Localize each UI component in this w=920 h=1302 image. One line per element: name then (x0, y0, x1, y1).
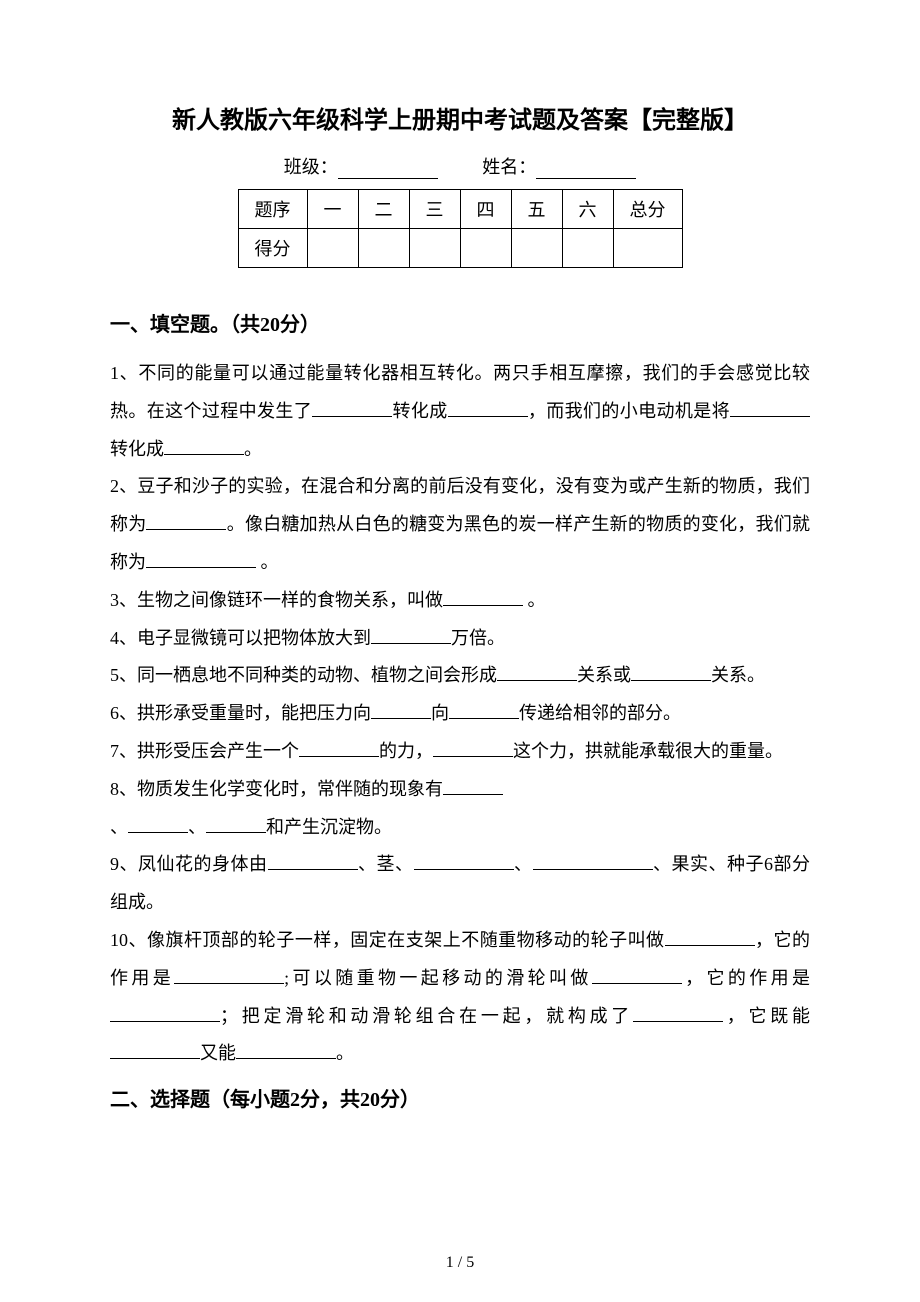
table-cell: 五 (511, 190, 562, 229)
question-text: 。 (244, 439, 262, 459)
score-cell[interactable] (409, 229, 460, 268)
question-text: 转化成 (392, 401, 447, 421)
name-blank[interactable] (536, 161, 636, 179)
table-cell: 一 (307, 190, 358, 229)
name-label: 姓名： (482, 153, 536, 179)
question-text: 这个力，拱就能承载很大的重量。 (513, 741, 783, 761)
fill-blank[interactable] (371, 701, 431, 719)
fill-blank[interactable] (633, 1004, 723, 1022)
question-text: 5、同一栖息地不同种类的动物、植物之间会形成 (110, 665, 497, 685)
score-cell[interactable] (460, 229, 511, 268)
score-cell[interactable] (511, 229, 562, 268)
fill-blank[interactable] (448, 399, 528, 417)
fill-blank[interactable] (371, 626, 451, 644)
fill-blank[interactable] (433, 739, 513, 757)
fill-blank[interactable] (110, 1041, 200, 1059)
fill-blank[interactable] (128, 815, 188, 833)
table-cell: 题序 (238, 190, 307, 229)
fill-blank[interactable] (592, 966, 682, 984)
fill-blank[interactable] (443, 777, 503, 795)
question-text: 、 (514, 854, 533, 874)
question-8: 8、物质发生化学变化时，常伴随的现象有、、和产生沉淀物。 (110, 771, 810, 847)
question-7: 7、拱形受压会产生一个 的力， 这个力，拱就能承载很大的重量。 (110, 733, 810, 771)
question-5: 5、同一栖息地不同种类的动物、植物之间会形成 关系或 关系。 (110, 657, 810, 695)
score-cell[interactable] (562, 229, 613, 268)
question-text: 10、像旗杆顶部的轮子一样，固定在支架上不随重物移动的轮子叫做 (110, 930, 665, 950)
fill-blank[interactable] (110, 1004, 220, 1022)
score-cell[interactable] (307, 229, 358, 268)
table-cell: 二 (358, 190, 409, 229)
table-cell: 得分 (238, 229, 307, 268)
question-text: 。 (256, 552, 279, 572)
question-text: 传递给相邻的部分。 (519, 703, 681, 723)
student-info-row: 班级： 姓名： (110, 153, 810, 179)
question-text: 3、生物之间像链环一样的食物关系，叫做 (110, 590, 443, 610)
question-1: 1、不同的能量可以通过能量转化器相互转化。两只手相互摩擦，我们的手会感觉比较热。… (110, 355, 810, 468)
fill-blank[interactable] (299, 739, 379, 757)
question-text: 、茎、 (358, 854, 414, 874)
fill-blank[interactable] (533, 852, 653, 870)
question-text: 、 (110, 817, 128, 837)
page-title: 新人教版六年级科学上册期中考试题及答案【完整版】 (110, 100, 810, 135)
question-text: 。 (523, 590, 546, 610)
section-1-heading: 一、填空题。（共20分） (110, 308, 810, 337)
question-text: ，而我们的小电动机是将 (528, 401, 730, 421)
fill-blank[interactable] (146, 512, 226, 530)
question-4: 4、电子显微镜可以把物体放大到 万倍。 (110, 620, 810, 658)
question-10: 10、像旗杆顶部的轮子一样，固定在支架上不随重物移动的轮子叫做 ，它的作用是 ;可以… (110, 922, 810, 1073)
question-9: 9、凤仙花的身体由、茎、、、果实、种子6部分组成。 (110, 846, 810, 922)
question-2: 2、豆子和沙子的实验，在混合和分离的前后没有变化，没有变为或产生新的物质，我们称… (110, 468, 810, 581)
score-cell[interactable] (613, 229, 682, 268)
fill-blank[interactable] (312, 399, 392, 417)
question-text: 7、拱形受压会产生一个 (110, 741, 299, 761)
fill-blank[interactable] (236, 1041, 336, 1059)
table-cell: 三 (409, 190, 460, 229)
class-blank[interactable] (338, 161, 438, 179)
question-text: ;可以随重物一起移动的滑轮叫做 (284, 968, 592, 988)
fill-blank[interactable] (146, 550, 256, 568)
fill-blank[interactable] (665, 928, 755, 946)
fill-blank[interactable] (443, 588, 523, 606)
question-text: 向 (431, 703, 449, 723)
question-text: 4、电子显微镜可以把物体放大到 (110, 628, 371, 648)
question-text: 和产生沉淀物。 (266, 817, 392, 837)
question-3: 3、生物之间像链环一样的食物关系，叫做 。 (110, 582, 810, 620)
question-6: 6、拱形承受重量时，能把压力向 向 传递给相邻的部分。 (110, 695, 810, 733)
question-text: 关系或 (577, 665, 631, 685)
question-text: 又能 (200, 1043, 236, 1063)
table-row: 题序 一 二 三 四 五 六 总分 (238, 190, 682, 229)
question-text: ；把定滑轮和动滑轮组合在一起，就构成了 (220, 1006, 633, 1026)
fill-blank[interactable] (206, 815, 266, 833)
fill-blank[interactable] (497, 663, 577, 681)
page-number: 1 / 5 (0, 1254, 920, 1272)
fill-blank[interactable] (414, 852, 514, 870)
question-text: 。 (336, 1043, 354, 1063)
question-text: 的力， (379, 741, 433, 761)
question-text: ，它的作用是 (682, 968, 810, 988)
question-text: 8、物质发生化学变化时，常伴随的现象有 (110, 779, 443, 799)
question-text: 6、拱形承受重量时，能把压力向 (110, 703, 371, 723)
question-text: 9、凤仙花的身体由 (110, 854, 268, 874)
fill-blank[interactable] (164, 437, 244, 455)
question-text: 万倍。 (451, 628, 505, 648)
score-cell[interactable] (358, 229, 409, 268)
question-text: 转化成 (110, 439, 164, 459)
class-label: 班级： (284, 153, 338, 179)
table-cell: 六 (562, 190, 613, 229)
fill-blank[interactable] (268, 852, 358, 870)
fill-blank[interactable] (631, 663, 711, 681)
table-cell: 四 (460, 190, 511, 229)
table-row: 得分 (238, 229, 682, 268)
fill-blank[interactable] (174, 966, 284, 984)
question-text: ，它既能 (723, 1006, 810, 1026)
score-table: 题序 一 二 三 四 五 六 总分 得分 (238, 189, 683, 268)
section-2-heading: 二、选择题（每小题2分，共20分） (110, 1083, 810, 1112)
fill-blank[interactable] (730, 399, 810, 417)
question-text: 关系。 (711, 665, 765, 685)
question-text: 、 (188, 817, 206, 837)
fill-blank[interactable] (449, 701, 519, 719)
table-cell: 总分 (613, 190, 682, 229)
